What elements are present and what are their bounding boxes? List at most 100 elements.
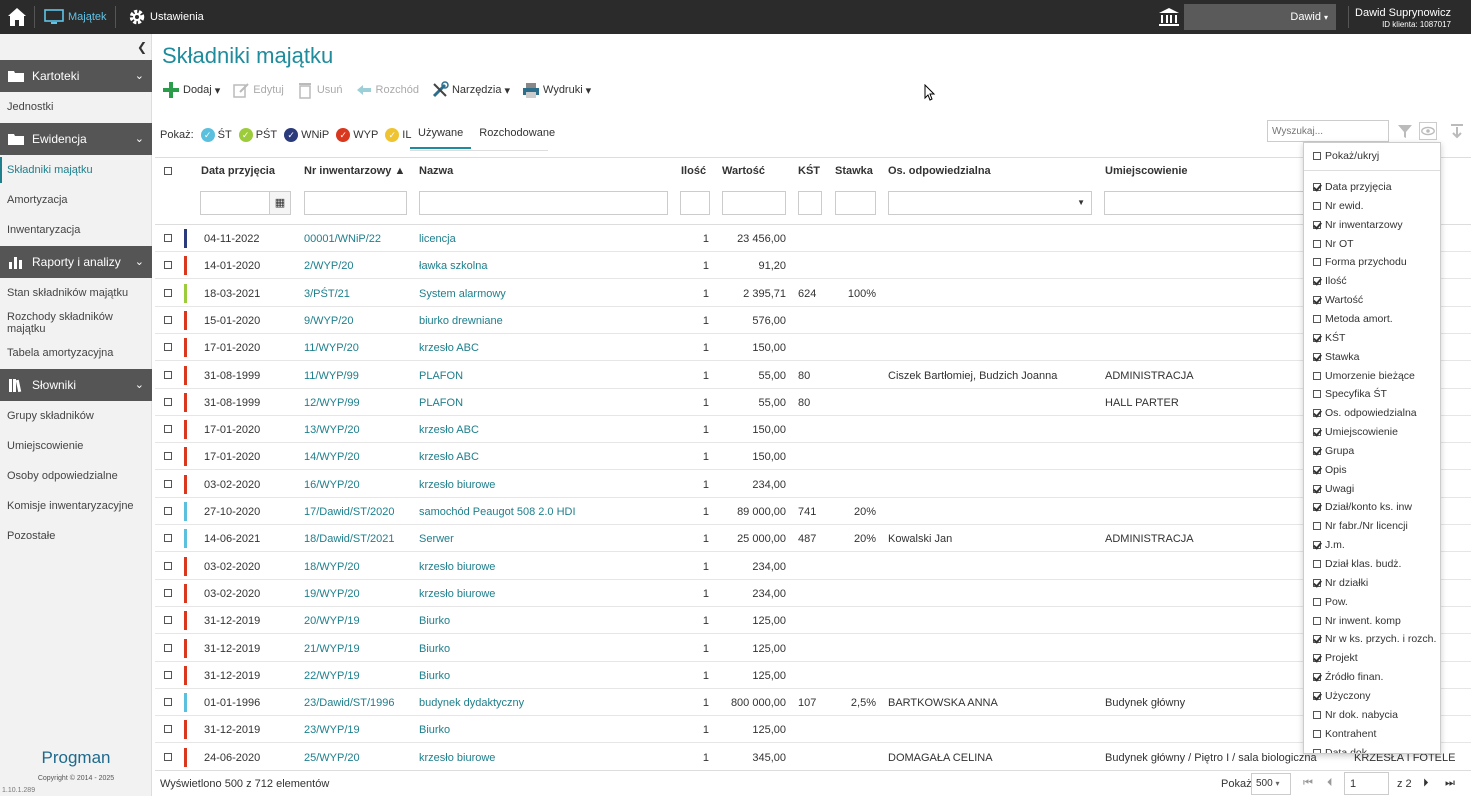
table-row[interactable]: 31-08-1999 12/WYP/99 PLAFON 1 55,00 80 HALL PA…: [155, 389, 1471, 416]
column-toggle[interactable]: Stawka: [1313, 348, 1359, 366]
column-toggle[interactable]: Nr OT: [1313, 235, 1354, 253]
cell-inv[interactable]: 18/WYP/20: [304, 560, 360, 573]
sidebar-item-locations[interactable]: Umiejscowienie: [7, 440, 84, 452]
column-toggle[interactable]: Ilość: [1313, 272, 1347, 290]
filter-wyp[interactable]: ✓ WYP: [336, 128, 378, 142]
cell-inv[interactable]: 2/WYP/20: [304, 260, 354, 273]
home-icon[interactable]: [6, 6, 28, 28]
cell-inv[interactable]: 22/WYP/19: [304, 669, 360, 682]
first-page-icon[interactable]: ⏮: [1303, 777, 1313, 789]
column-toggle[interactable]: Grupa: [1313, 442, 1354, 460]
table-row[interactable]: 24-06-2020 25/WYP/20 krzesło biurowe 1 345,0…: [155, 744, 1471, 771]
column-toggle[interactable]: Data przyjęcia: [1313, 178, 1392, 196]
column-toggle[interactable]: Nr w ks. przych. i rozch.: [1313, 630, 1436, 648]
qty-filter-input[interactable]: [680, 191, 710, 215]
cell-name[interactable]: Serwer: [419, 533, 454, 546]
column-toggle[interactable]: Nr inwent. komp: [1313, 612, 1401, 630]
edit-button[interactable]: Edytuj: [232, 81, 284, 99]
cell-name[interactable]: Biurko: [419, 642, 451, 655]
row-checkbox[interactable]: [164, 452, 172, 461]
location-filter-input[interactable]: [1104, 191, 1304, 215]
unit-select[interactable]: Dawid ▾: [1184, 4, 1336, 30]
column-toggle[interactable]: Umorzenie bieżące: [1313, 367, 1415, 385]
cell-inv[interactable]: 11/WYP/20: [304, 342, 359, 355]
row-checkbox[interactable]: [164, 507, 172, 515]
column-toggle[interactable]: Projekt: [1313, 649, 1358, 667]
sidebar-section-records[interactable]: Kartoteki ⌄: [0, 60, 152, 92]
page-size-select[interactable]: 500 ▾: [1251, 773, 1291, 795]
filter-icon[interactable]: [1396, 122, 1414, 140]
table-row[interactable]: 31-12-2019 21/WYP/19 Biurko 1 125,00: [155, 635, 1471, 662]
sidebar-item-depreciation[interactable]: Amortyzacja: [7, 194, 68, 206]
cell-name[interactable]: samochód Peaugot 508 2.0 HDI: [419, 506, 576, 518]
column-toggle[interactable]: Nr dok. nabycia: [1313, 706, 1398, 724]
tab-disposed[interactable]: Rozchodowane: [479, 127, 556, 139]
row-checkbox[interactable]: [164, 261, 172, 270]
table-row[interactable]: 14-01-2020 2/WYP/20 ławka szkolna 1 91,20: [155, 252, 1471, 280]
cell-name[interactable]: biurko drewniane: [419, 314, 503, 327]
cell-name[interactable]: krzesło biurowe: [419, 751, 496, 764]
row-checkbox[interactable]: [164, 288, 172, 297]
sidebar-item-groups[interactable]: Grupy składników: [7, 410, 94, 422]
cell-inv[interactable]: 19/WYP/20: [304, 587, 360, 600]
cell-inv[interactable]: 9/WYP/20: [304, 314, 354, 327]
cell-inv[interactable]: 23/WYP/19: [304, 724, 360, 737]
sidebar-section-registry[interactable]: Ewidencja ⌄: [0, 123, 152, 155]
row-checkbox[interactable]: [164, 643, 172, 652]
column-toggle[interactable]: Użyczony: [1313, 687, 1371, 705]
sidebar-item-committees[interactable]: Komisje inwentaryzacyjne: [7, 500, 134, 512]
cell-name[interactable]: Biurko: [419, 615, 451, 628]
cell-inv[interactable]: 20/WYP/19: [304, 615, 360, 628]
column-toggle[interactable]: Kontrahent: [1313, 725, 1376, 743]
row-checkbox[interactable]: [164, 315, 172, 324]
table-row[interactable]: 31-12-2019 23/WYP/19 Biurko 1 125,00: [155, 716, 1471, 744]
tools-button[interactable]: Narzędzia ▾: [431, 81, 510, 99]
table-row[interactable]: 01-01-1996 23/Dawid/ST/1996 budynek dydakt…: [155, 689, 1471, 717]
collapse-sidebar-icon[interactable]: ❮: [136, 40, 147, 54]
kst-filter-input[interactable]: [798, 191, 822, 215]
table-row[interactable]: 15-01-2020 9/WYP/20 biurko drewniane 1 576,0…: [155, 307, 1471, 334]
row-checkbox[interactable]: [164, 561, 172, 570]
cell-name[interactable]: Biurko: [419, 669, 451, 682]
page-input[interactable]: 1: [1344, 772, 1389, 795]
add-button[interactable]: Dodaj ▾: [162, 81, 220, 99]
cell-inv[interactable]: 14/WYP/20: [304, 451, 360, 464]
cell-inv[interactable]: 16/WYP/20: [304, 478, 360, 491]
column-toggle[interactable]: Dział/konto ks. inw: [1313, 498, 1412, 516]
rate-filter-input[interactable]: [835, 191, 876, 215]
row-checkbox[interactable]: [164, 397, 172, 406]
cell-name[interactable]: budynek dydaktyczny: [419, 697, 525, 710]
cell-inv[interactable]: 12/WYP/99: [304, 396, 360, 409]
cell-name[interactable]: krzesło ABC: [419, 342, 479, 355]
tab-used[interactable]: Używane: [410, 123, 472, 149]
col-date[interactable]: Data przyjęcia: [201, 165, 275, 177]
row-checkbox[interactable]: [164, 670, 172, 679]
table-row[interactable]: 03-02-2020 18/WYP/20 krzesło biurowe 1 234,0…: [155, 553, 1471, 580]
sidebar-item-assets[interactable]: Składniki majątku: [0, 157, 152, 183]
cell-inv[interactable]: 25/WYP/20: [304, 751, 360, 764]
row-checkbox[interactable]: [164, 370, 172, 379]
column-toggle[interactable]: J.m.: [1313, 536, 1345, 554]
column-toggle[interactable]: Specyfika ŚT: [1313, 385, 1387, 403]
name-filter-input[interactable]: [419, 191, 668, 215]
filter-st[interactable]: ✓ ŚT: [200, 128, 232, 142]
cell-inv[interactable]: 13/WYP/20: [304, 424, 360, 437]
column-toggle[interactable]: Umiejscowienie: [1313, 423, 1398, 441]
column-toggle[interactable]: KŚT: [1313, 329, 1345, 347]
person-filter-select[interactable]: ▼: [888, 191, 1092, 215]
cell-name[interactable]: licencja: [419, 233, 456, 245]
table-row[interactable]: 18-03-2021 3/PŚT/21 System alarmowy 1 2 395,…: [155, 280, 1471, 307]
last-page-icon[interactable]: ⏭: [1445, 777, 1455, 789]
inv-no-filter-input[interactable]: [304, 191, 407, 215]
col-name[interactable]: Nazwa: [419, 165, 454, 177]
search-input[interactable]: [1267, 120, 1389, 142]
table-row[interactable]: 31-12-2019 20/WYP/19 Biurko 1 125,00: [155, 607, 1471, 635]
col-rate[interactable]: Stawka: [835, 165, 873, 177]
cell-name[interactable]: Biurko: [419, 724, 451, 737]
filter-il[interactable]: ✓ IL: [385, 128, 411, 142]
disposal-button[interactable]: Rozchód: [355, 81, 419, 99]
cell-name[interactable]: krzesło biurowe: [419, 587, 496, 600]
column-toggle[interactable]: Forma przychodu: [1313, 253, 1407, 271]
table-row[interactable]: 31-12-2019 22/WYP/19 Biurko 1 125,00: [155, 662, 1471, 689]
column-toggle[interactable]: Źródło finan.: [1313, 668, 1383, 686]
